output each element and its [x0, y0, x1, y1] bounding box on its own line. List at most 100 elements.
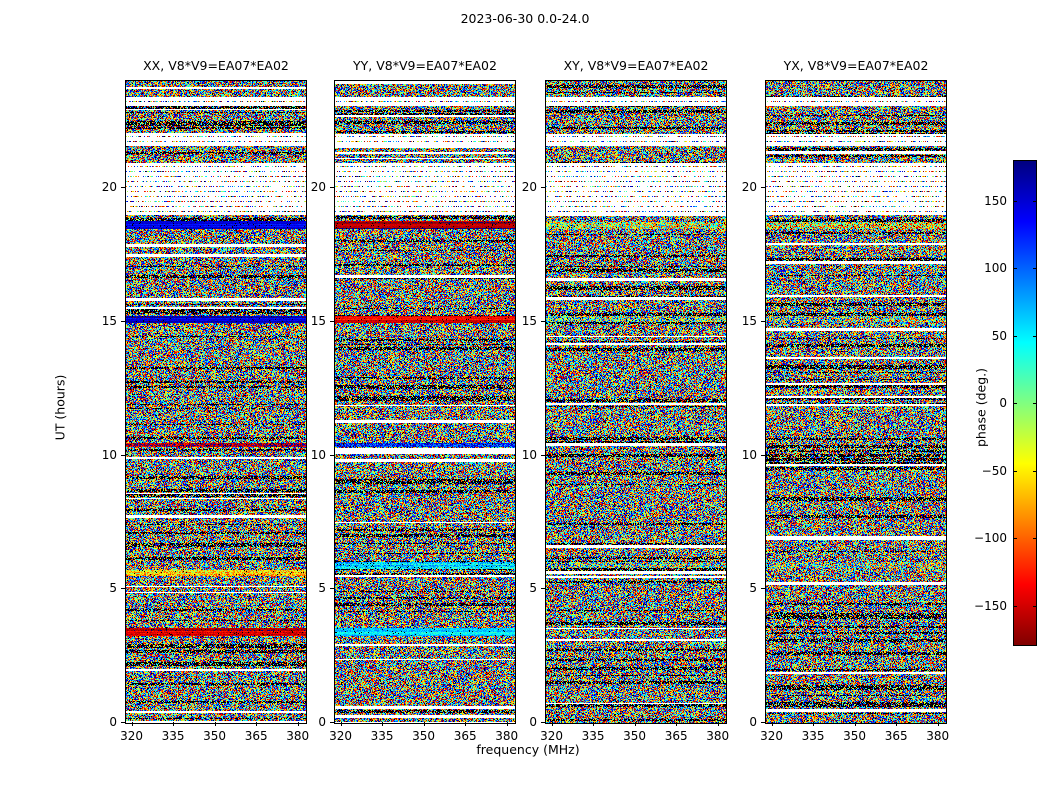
y-tick-mark [541, 722, 545, 723]
y-tick-label: 20 [521, 180, 537, 194]
colorbar-tick-mark [1033, 538, 1037, 539]
x-tick-label: 365 [453, 729, 477, 743]
y-tick-mark [761, 187, 765, 188]
y-tick-label: 0 [529, 715, 537, 729]
x-tick-label: 320 [329, 729, 352, 743]
x-tick-label: 365 [664, 729, 688, 743]
x-tick-mark [634, 722, 636, 726]
x-tick-mark [465, 722, 467, 726]
y-tick-mark [330, 588, 334, 590]
colorbar-tick-label: 0 [999, 396, 1007, 410]
panel-xx: XX, V8*V9=EA07*EA02 [125, 58, 307, 724]
x-tick-mark [256, 722, 258, 726]
x-tick-label: 335 [370, 729, 394, 743]
dynamic-spectrum-image [546, 81, 726, 723]
x-tick-label: 365 [884, 729, 908, 743]
x-tick-label: 350 [203, 729, 227, 743]
x-tick-label: 320 [760, 729, 783, 743]
x-tick-label: 335 [801, 729, 825, 743]
y-axis-label: UT (hours) [52, 374, 68, 441]
panel-frame [125, 80, 307, 724]
x-tick-label: 380 [495, 729, 519, 743]
y-tick-label: 20 [310, 180, 326, 194]
panel-frame [334, 80, 516, 724]
dynamic-spectrum-image [766, 81, 946, 723]
dynamic-spectrum-image [126, 81, 306, 723]
colorbar-label: phase (deg.) [973, 368, 989, 447]
y-tick-label: 5 [318, 581, 326, 596]
x-tick-mark [717, 722, 719, 726]
colorbar-tick-mark [1013, 335, 1017, 337]
x-tick-label: 335 [581, 729, 605, 743]
x-tick-label: 350 [843, 729, 867, 743]
panel-title: YY, V8*V9=EA07*EA02 [353, 58, 497, 73]
y-tick-mark [761, 588, 765, 590]
colorbar-tick-mark [1033, 470, 1037, 472]
x-axis-label: frequency (MHz) [476, 742, 580, 757]
y-tick-label: 15 [741, 313, 757, 328]
colorbar-tick-mark [1033, 268, 1037, 269]
x-tick-mark [896, 722, 898, 726]
y-tick-label: 15 [310, 313, 326, 328]
figure-suptitle: 2023-06-30 0.0-24.0 [460, 11, 590, 26]
x-tick-label: 380 [286, 729, 310, 743]
y-tick-mark [330, 187, 334, 188]
y-tick-label: 10 [521, 447, 537, 462]
colorbar-tick-mark [1013, 538, 1017, 539]
x-tick-label: 320 [540, 729, 563, 743]
y-tick-mark [761, 320, 765, 322]
panel-frame [545, 80, 727, 724]
y-tick-mark [541, 454, 545, 456]
y-tick-label: 0 [749, 715, 757, 729]
x-tick-mark [676, 722, 678, 726]
dynamic-spectrum-image [335, 81, 515, 723]
y-tick-label: 15 [101, 313, 117, 328]
colorbar-tick-mark [1033, 335, 1037, 337]
colorbar-tick-label: −50 [981, 463, 1007, 478]
y-tick-mark [121, 454, 125, 456]
colorbar-tick-label: 100 [984, 261, 1007, 275]
x-tick-label: 320 [120, 729, 143, 743]
colorbar-tick-mark [1013, 470, 1017, 472]
y-tick-mark [121, 187, 125, 188]
y-tick-label: 10 [101, 447, 117, 462]
x-tick-mark [131, 722, 133, 726]
x-tick-mark [297, 722, 299, 726]
panel-title: XX, V8*V9=EA07*EA02 [143, 58, 289, 73]
colorbar-tick-mark [1033, 605, 1037, 607]
x-tick-mark [937, 722, 939, 726]
panel-xy: XY, V8*V9=EA07*EA02 [545, 58, 727, 724]
x-tick-label: 380 [706, 729, 730, 743]
y-tick-label: 5 [109, 581, 117, 596]
y-tick-mark [330, 722, 334, 723]
colorbar-tick-label: 50 [991, 328, 1007, 343]
y-tick-label: 20 [101, 180, 117, 194]
colorbar-tick-label: −100 [974, 531, 1007, 545]
panel-yy: YY, V8*V9=EA07*EA02 [334, 58, 516, 724]
panel-title: XY, V8*V9=EA07*EA02 [563, 58, 709, 73]
y-tick-mark [761, 454, 765, 456]
colorbar-gradient [1014, 161, 1036, 645]
panel-yx: YX, V8*V9=EA07*EA02 [765, 58, 947, 724]
y-tick-label: 5 [749, 581, 757, 596]
x-tick-label: 380 [926, 729, 950, 743]
y-tick-mark [330, 454, 334, 456]
y-tick-label: 0 [109, 715, 117, 729]
y-tick-label: 20 [741, 180, 757, 194]
y-tick-mark [121, 588, 125, 590]
x-tick-mark [173, 722, 175, 726]
y-tick-label: 15 [521, 313, 537, 328]
y-tick-mark [541, 320, 545, 322]
x-tick-mark [214, 722, 216, 726]
x-tick-mark [340, 722, 342, 726]
x-tick-mark [506, 722, 508, 726]
y-tick-mark [541, 187, 545, 188]
y-tick-mark [761, 722, 765, 723]
x-tick-mark [551, 722, 553, 726]
y-tick-label: 10 [741, 447, 757, 462]
x-tick-label: 335 [161, 729, 185, 743]
y-tick-mark [121, 320, 125, 322]
x-tick-label: 350 [623, 729, 647, 743]
colorbar-tick-mark [1013, 200, 1017, 202]
